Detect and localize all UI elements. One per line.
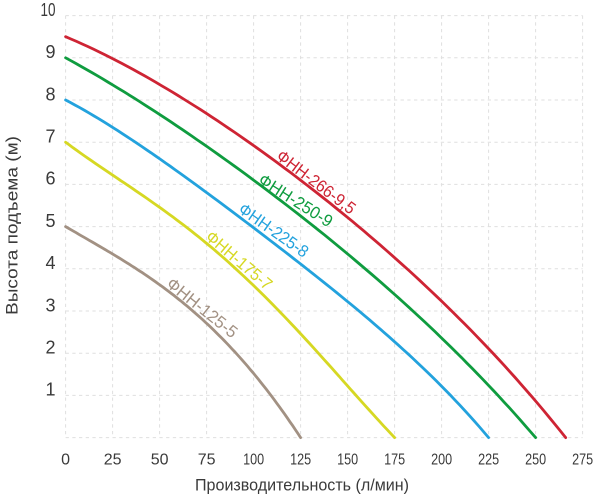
svg-text:Высота подъема (м): Высота подъема (м) <box>3 136 22 315</box>
svg-text:6: 6 <box>45 169 55 189</box>
svg-text:100: 100 <box>243 452 264 469</box>
svg-text:0: 0 <box>61 452 70 469</box>
svg-text:8: 8 <box>45 84 55 104</box>
svg-text:5: 5 <box>45 211 55 231</box>
svg-text:50: 50 <box>151 452 169 469</box>
svg-text:75: 75 <box>198 452 216 469</box>
svg-text:4: 4 <box>45 253 55 273</box>
svg-text:7: 7 <box>45 127 55 147</box>
svg-text:250: 250 <box>525 452 546 469</box>
svg-text:125: 125 <box>290 452 311 469</box>
svg-text:9: 9 <box>45 42 55 62</box>
svg-text:10: 10 <box>41 0 56 20</box>
svg-text:150: 150 <box>337 452 358 469</box>
svg-text:275: 275 <box>572 452 593 469</box>
svg-text:25: 25 <box>104 452 122 469</box>
svg-text:200: 200 <box>431 452 452 469</box>
svg-text:1: 1 <box>45 380 55 400</box>
svg-text:175: 175 <box>384 452 405 469</box>
svg-text:2: 2 <box>45 338 55 358</box>
svg-text:3: 3 <box>45 295 55 315</box>
svg-text:Производительность (л/мин): Производительность (л/мин) <box>195 476 409 495</box>
svg-text:225: 225 <box>478 452 499 469</box>
